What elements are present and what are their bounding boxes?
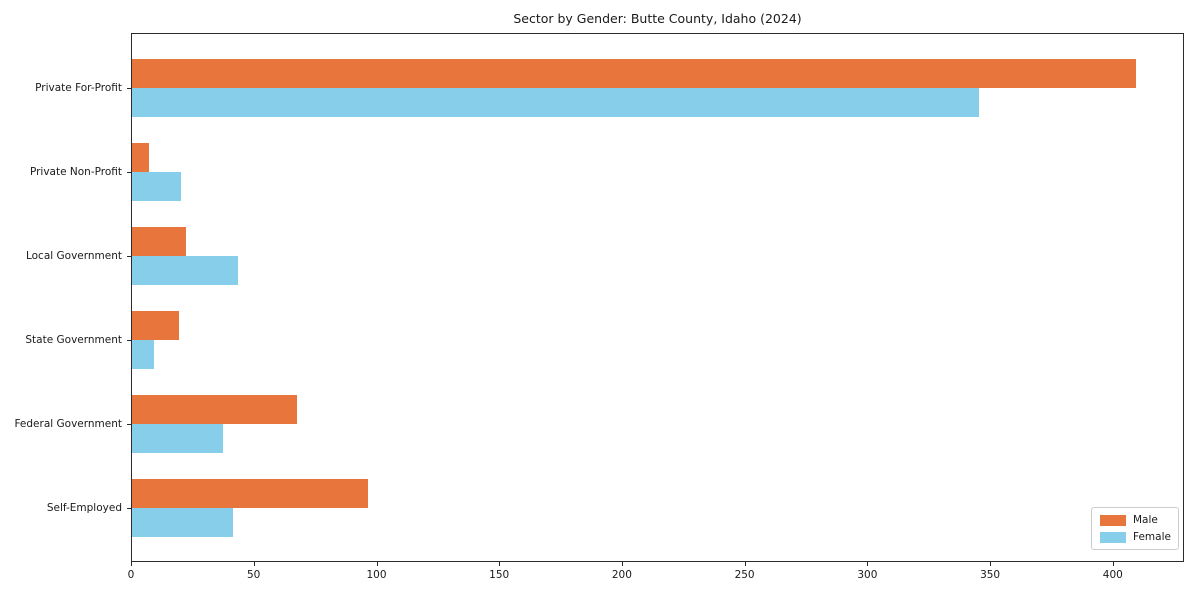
x-tick-mark [131, 562, 132, 566]
bar-male-state-government [132, 311, 179, 340]
x-tick-mark [621, 562, 623, 566]
bar-male-private-for-profit [132, 59, 1136, 88]
x-tick-mark [990, 562, 992, 566]
x-tick-label-0: 0 [127, 569, 135, 581]
y-tick-label-self-employed: Self-Employed [46, 502, 122, 514]
y-tick-label-federal-government: Federal Government [14, 418, 122, 430]
x-tick-mark [744, 562, 746, 566]
y-tick-mark [127, 508, 131, 509]
bar-female-state-government [132, 340, 155, 369]
y-tick-label-state-government: State Government [25, 334, 122, 346]
legend-swatch-female [1100, 531, 1126, 543]
bar-male-self-employed [132, 479, 368, 508]
x-tick-mark [867, 562, 869, 566]
bar-female-federal-government [132, 424, 223, 453]
y-tick-label-local-government: Local Government [25, 250, 122, 262]
bar-female-private-non-profit [132, 172, 182, 201]
bar-male-local-government [132, 227, 186, 256]
x-tick-label-400: 400 [1102, 569, 1123, 581]
y-tick-mark [127, 172, 131, 173]
x-tick-label-300: 300 [857, 569, 878, 581]
bar-female-private-for-profit [132, 88, 979, 117]
bar-female-self-employed [132, 508, 233, 537]
x-tick-mark [499, 562, 501, 566]
x-tick-label-150: 150 [489, 569, 510, 581]
chart-title: Sector by Gender: Butte County, Idaho (2… [513, 11, 802, 26]
bar-female-local-government [132, 256, 238, 285]
x-tick-mark [1112, 562, 1114, 566]
y-tick-label-private-for-profit: Private For-Profit [35, 82, 122, 94]
bar-male-private-non-profit [132, 143, 150, 172]
y-tick-mark [127, 340, 131, 341]
legend-swatch-male [1100, 514, 1126, 526]
legend-entry-female: Female [1100, 531, 1171, 543]
y-tick-label-private-non-profit: Private Non-Profit [29, 166, 122, 178]
legend-entry-male: Male [1100, 514, 1170, 526]
y-tick-mark [127, 88, 131, 89]
y-tick-mark [127, 424, 131, 425]
legend-label-female: Female [1133, 531, 1171, 543]
x-tick-mark [253, 562, 255, 566]
x-tick-label-50: 50 [247, 569, 261, 581]
x-tick-label-350: 350 [980, 569, 1001, 581]
x-tick-mark [376, 562, 378, 566]
x-tick-label-200: 200 [611, 569, 632, 581]
bar-male-federal-government [132, 395, 297, 424]
legend: Male Female [1091, 507, 1179, 550]
x-tick-label-100: 100 [366, 569, 387, 581]
legend-label-male: Male [1133, 514, 1158, 526]
y-tick-mark [127, 256, 131, 257]
plot-area [131, 33, 1184, 562]
x-tick-label-250: 250 [734, 569, 755, 581]
